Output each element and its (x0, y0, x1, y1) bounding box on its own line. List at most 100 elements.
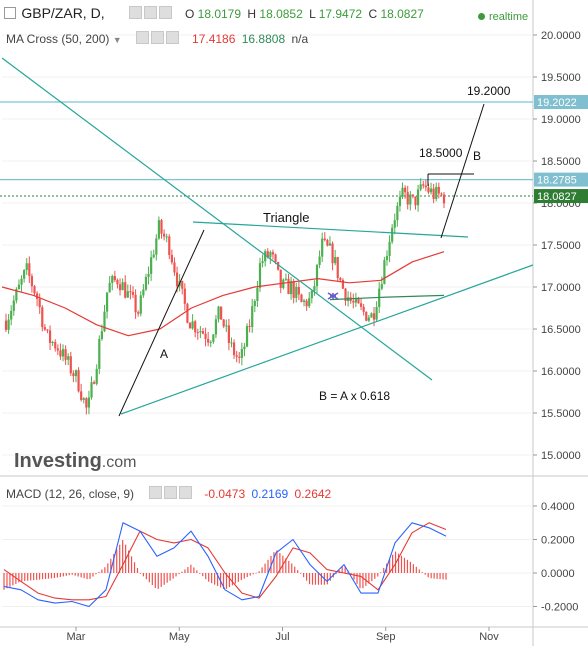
candle-body (10, 310, 13, 320)
macd-histogram-bar (300, 573, 302, 574)
candle-body (69, 356, 72, 374)
macd-histogram-bar (77, 573, 79, 577)
macd-histogram-bar (163, 573, 165, 585)
symbol-title[interactable]: GBP/ZAR, D, (21, 5, 105, 21)
macd-histogram-bar (359, 573, 361, 589)
macd-histogram-bar (389, 559, 391, 573)
candle-body (279, 269, 282, 288)
close-icon[interactable] (166, 31, 180, 44)
candle-body (253, 300, 256, 307)
macd-histogram-bar (145, 573, 147, 580)
macd-histogram-bar (92, 573, 94, 577)
x-axis-tick-label: Jul (275, 631, 289, 643)
macd-histogram-bar (113, 554, 115, 573)
candle-body (424, 185, 427, 188)
candle-body (334, 257, 337, 264)
ohlc-close-label: C (368, 7, 378, 21)
macd-histogram-bar (246, 573, 248, 578)
settings-icon[interactable] (144, 6, 158, 19)
descending-trendline (1, 57, 433, 381)
candle-body (432, 188, 435, 199)
macd-histogram-bar (276, 550, 278, 573)
candle-body (124, 282, 127, 298)
macd-histogram-bar (98, 571, 100, 573)
candle-body (440, 193, 443, 195)
macd-histogram-bar (400, 555, 403, 573)
y-axis-tick-label: 18.5000 (541, 156, 581, 168)
ma-label[interactable]: MA Cross (50, 200) (6, 32, 110, 46)
settings-icon[interactable] (151, 31, 165, 44)
macd-label[interactable]: MACD (12, 26, close, 9) (6, 487, 135, 501)
candle-body (72, 373, 75, 377)
ohlc-close-value: 18.0827 (380, 7, 424, 21)
candle-body (393, 220, 396, 228)
macd-histogram-bar (285, 558, 287, 573)
candle-body (269, 252, 272, 258)
macd-line (3, 522, 447, 608)
chart-header: GBP/ZAR, D, O 18.0179 H 18.0852 L 17.947… (4, 5, 424, 21)
macd-histogram-bar (193, 567, 195, 573)
candle-body (323, 238, 326, 240)
candle-body (207, 338, 210, 343)
macd-histogram-bar (41, 573, 44, 580)
macd-histogram-bar (317, 573, 320, 585)
macd-histogram-bar (178, 573, 180, 575)
candle-body (380, 284, 383, 289)
candle-body (160, 220, 163, 234)
close-icon[interactable] (178, 486, 192, 499)
candle-body (302, 300, 306, 302)
price-label-19-2022: 19.2022 (537, 97, 577, 109)
visibility-icon[interactable] (129, 6, 143, 19)
candle-body (17, 284, 21, 290)
macd-histogram-bar (65, 573, 67, 576)
chevron-down-icon[interactable]: ▼ (112, 35, 122, 45)
y-axis-tick-label: 15.0000 (541, 450, 581, 462)
candle-body (183, 288, 186, 304)
leg-a-annotation: A (160, 347, 168, 361)
candle-body (235, 355, 238, 357)
candle-body (7, 319, 10, 330)
candle-body (315, 264, 319, 287)
macd-histogram-bar (294, 566, 296, 573)
y-axis-tick-label: 19.0000 (541, 114, 581, 126)
macd-histogram-bar (424, 573, 426, 575)
candle-body (196, 332, 199, 334)
candle-body (116, 280, 119, 285)
macd-histogram-bar (24, 573, 26, 582)
macd-histogram-bar (202, 573, 204, 577)
candle-body (95, 368, 98, 384)
visibility-icon[interactable] (148, 486, 162, 499)
candle-body (359, 303, 363, 307)
y-axis-tick-label: 17.0000 (541, 282, 581, 294)
close-icon[interactable] (159, 6, 173, 19)
price-label-last: 18.0827 (537, 191, 577, 203)
settings-icon[interactable] (163, 486, 177, 499)
candle-body (46, 329, 49, 331)
macd-histogram-bar (291, 563, 293, 573)
candle-body (422, 184, 425, 186)
macd-histogram-bar (89, 573, 91, 579)
collapse-icon[interactable] (4, 7, 16, 19)
macd-histogram-bar (279, 552, 281, 573)
macd-histogram-bar (196, 570, 198, 573)
macd-histogram-bar (383, 567, 385, 573)
macd-histogram-bar (95, 573, 97, 575)
macd-histogram-bar (380, 572, 382, 574)
candle-body (20, 278, 23, 285)
macd-histogram-bar (252, 573, 254, 575)
macd-histogram-bar (214, 573, 216, 585)
macd-histogram-bar (148, 573, 150, 583)
candle-body (181, 280, 184, 289)
candle-body (129, 291, 132, 293)
visibility-icon[interactable] (136, 31, 150, 44)
candle-body (240, 349, 243, 358)
macd-histogram-bar (33, 573, 35, 581)
ohlc-high-label: H (247, 7, 257, 21)
candle-body (230, 342, 233, 344)
macd-histogram-bar (216, 573, 219, 587)
macd-y-axis-tick-label: 0.2000 (541, 535, 575, 547)
candle-body (442, 194, 446, 204)
candle-body (51, 341, 54, 344)
macd-y-axis-tick-label: 0.0000 (541, 568, 575, 580)
